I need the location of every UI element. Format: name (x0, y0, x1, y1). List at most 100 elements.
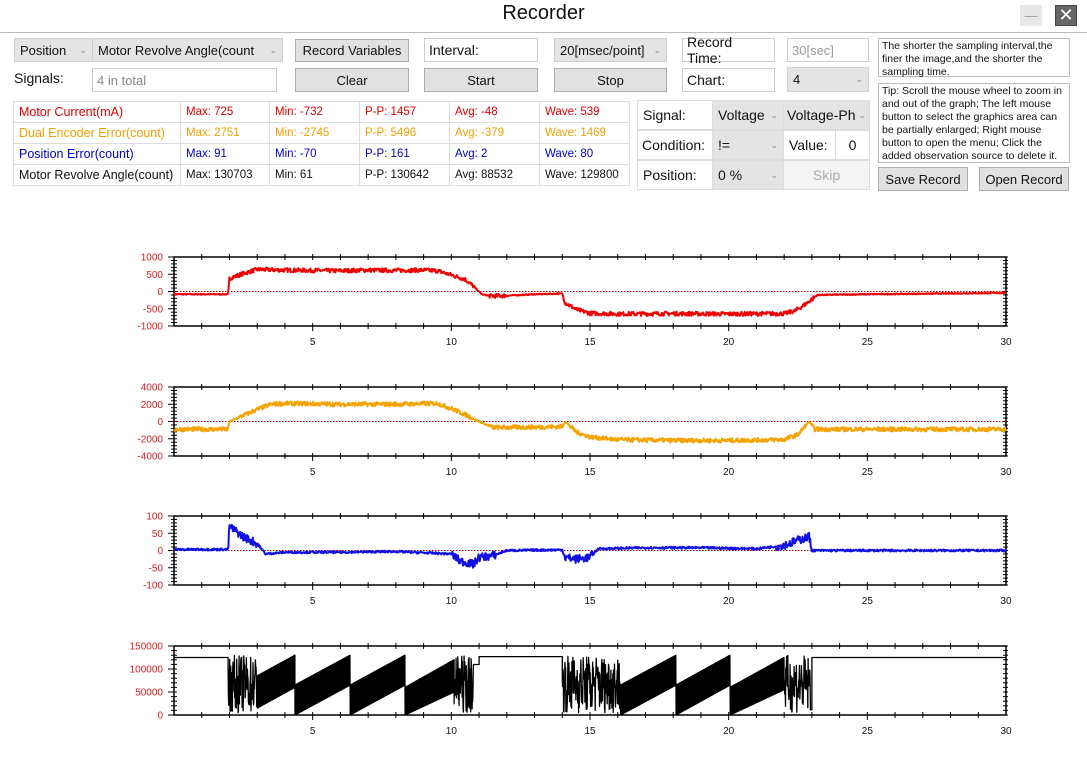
trigger-condition-select[interactable]: != ⌄ (712, 130, 784, 160)
close-button[interactable]: ✕ (1055, 5, 1077, 26)
stats-max: Max: 2751 (180, 122, 270, 144)
trigger-position-value: 0 % (718, 167, 743, 183)
record-variables-button[interactable]: Record Variables (295, 39, 409, 62)
x-tick-label: 5 (310, 467, 316, 478)
stop-button[interactable]: Stop (554, 68, 667, 92)
trigger-position-select[interactable]: 0 % ⌄ (712, 160, 784, 190)
signal-variable-value: Motor Revolve Angle(count (98, 42, 255, 58)
series-line (174, 654, 1006, 716)
trigger-signal-type-value: Voltage (718, 107, 765, 123)
chart-label: Chart: (682, 68, 775, 92)
trigger-signal-channel-select[interactable]: Voltage-Ph ⌄ (783, 100, 870, 130)
x-tick-label: 20 (723, 467, 735, 478)
signal-stats-table: Motor Current(mA) Max: 725 Min: -732 P-P: 1… (13, 101, 630, 186)
x-tick-label: 10 (446, 467, 458, 478)
chevron-down-icon: ⌄ (269, 44, 277, 55)
y-tick-label: 0 (157, 417, 163, 428)
signal-category-value: Position (20, 42, 67, 58)
y-tick-label: -4000 (137, 452, 163, 463)
x-tick-label: 25 (862, 467, 874, 478)
chevron-down-icon: ⌄ (770, 139, 778, 150)
y-tick-label: 50000 (135, 688, 163, 699)
y-tick-label: 2000 (141, 400, 164, 411)
x-tick-label: 30 (1000, 726, 1012, 737)
stats-pp: P-P: 161 (359, 143, 450, 165)
x-tick-label: 20 (723, 596, 735, 607)
x-tick-label: 20 (723, 337, 735, 348)
y-tick-label: -100 (143, 581, 163, 592)
close-icon: ✕ (1058, 5, 1074, 25)
x-tick-label: 20 (723, 726, 735, 737)
y-tick-label: 150000 (130, 642, 164, 653)
x-tick-label: 15 (584, 337, 596, 348)
chevron-down-icon: ⌄ (855, 74, 863, 84)
x-tick-label: 10 (446, 726, 458, 737)
x-tick-label: 25 (862, 337, 874, 348)
x-tick-label: 30 (1000, 596, 1012, 607)
y-tick-label: -50 (149, 563, 164, 574)
stats-max: Max: 725 (180, 101, 270, 123)
x-tick-label: 10 (446, 337, 458, 348)
window-title: Recorder (502, 2, 585, 24)
record-time-input[interactable]: 30[sec] (787, 38, 869, 62)
y-tick-label: 0 (157, 287, 163, 298)
chart-count-select[interactable]: 4 ⌄ (787, 67, 869, 92)
stats-avg: Avg: 2 (449, 143, 540, 165)
x-tick-label: 25 (862, 726, 874, 737)
chevron-down-icon: ⌄ (858, 109, 866, 120)
stats-wave: Wave: 129800 (539, 164, 630, 186)
x-tick-label: 15 (584, 596, 596, 607)
stats-avg: Avg: 88532 (449, 164, 540, 186)
chart-count-value: 4 (793, 72, 801, 87)
y-tick-label: 100 (146, 512, 163, 523)
title-divider (0, 32, 1087, 33)
x-tick-label: 5 (310, 337, 316, 348)
open-record-button[interactable]: Open Record (979, 167, 1069, 191)
stats-row: Motor Current(mA) Max: 725 Min: -732 P-P: 1… (13, 101, 630, 123)
save-record-button[interactable]: Save Record (878, 167, 968, 191)
usage-tip: Tip: Scroll the mouse wheel to zoom in a… (878, 83, 1070, 163)
clear-button[interactable]: Clear (295, 68, 409, 92)
series-line (173, 523, 1007, 569)
stats-row: Motor Revolve Angle(count) Max: 130703 Min… (13, 164, 630, 186)
chevron-down-icon: ⌄ (770, 109, 778, 120)
trigger-value-input[interactable]: 0 (835, 130, 870, 160)
trigger-signal-type-select[interactable]: Voltage ⌄ (712, 100, 784, 130)
y-tick-label: 1000 (141, 253, 164, 264)
stats-min: Min: -732 (269, 101, 360, 123)
stats-max: Max: 91 (180, 143, 270, 165)
stats-name[interactable]: Motor Revolve Angle(count) (13, 164, 181, 186)
stats-min: Min: -70 (269, 143, 360, 165)
signals-count-field: 4 in total (92, 68, 277, 92)
interval-label: Interval: (424, 38, 538, 62)
stats-min: Min: 61 (269, 164, 360, 186)
y-tick-label: 50 (152, 529, 164, 540)
y-tick-label: -2000 (137, 434, 163, 445)
y-tick-label: 0 (157, 546, 163, 557)
interval-select[interactable]: 20[msec/point] ⌄ (554, 38, 667, 62)
start-button[interactable]: Start (424, 68, 538, 92)
y-tick-label: 4000 (141, 383, 164, 394)
signal-variable-select[interactable]: Motor Revolve Angle(count ⌄ (92, 38, 283, 62)
stats-pp: P-P: 130642 (359, 164, 450, 186)
skip-button[interactable]: Skip (783, 160, 870, 190)
y-tick-label: -500 (143, 304, 163, 315)
y-tick-label: -1000 (137, 322, 163, 333)
stats-name[interactable]: Position Error(count) (13, 143, 181, 165)
minimize-button[interactable]: — (1020, 5, 1042, 26)
x-tick-label: 15 (584, 726, 596, 737)
y-tick-label: 100000 (130, 665, 164, 676)
minimize-icon: — (1024, 8, 1038, 23)
x-tick-label: 15 (584, 467, 596, 478)
x-tick-label: 25 (862, 596, 874, 607)
chevron-down-icon: ⌄ (653, 44, 661, 55)
y-tick-label: 500 (146, 270, 163, 281)
x-tick-label: 30 (1000, 337, 1012, 348)
trigger-signal-channel-value: Voltage-Ph (787, 107, 856, 123)
series-line (173, 400, 1007, 444)
interval-value: 20[msec/point] (560, 42, 645, 58)
